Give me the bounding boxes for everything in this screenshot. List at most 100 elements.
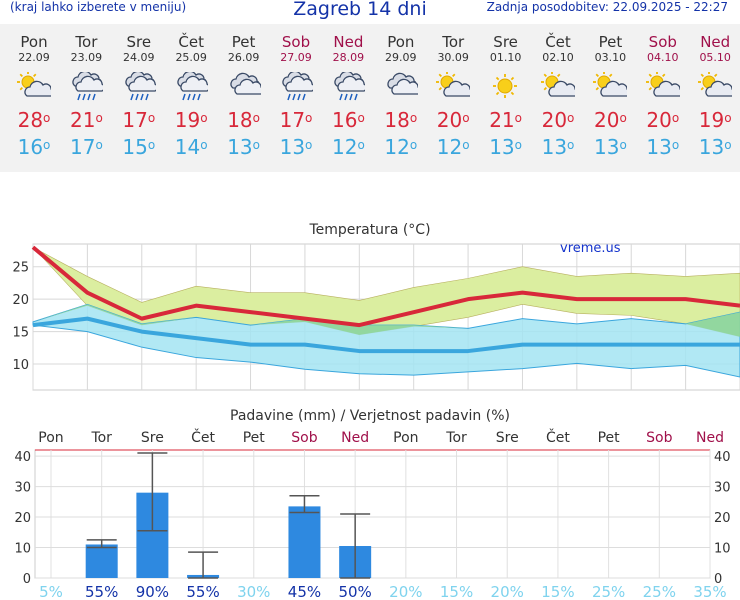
precip-probability: 30% — [237, 583, 270, 600]
day-column: Sre 01.10 21o 13o — [480, 24, 532, 160]
y-tick-label: 25 — [12, 261, 29, 276]
max-temp: 17o — [122, 108, 156, 132]
x-tick-label: Sob — [291, 430, 317, 446]
day-name: Sre — [126, 33, 152, 51]
precip-probability: 45% — [288, 583, 321, 600]
precip-probability: 55% — [186, 583, 219, 600]
precip-probability: 55% — [85, 583, 118, 600]
x-tick-label: Tor — [90, 430, 112, 446]
y-tick-label: 10 — [12, 358, 29, 373]
min-temp-value: 13 — [593, 135, 620, 159]
max-temp-value: 20 — [541, 108, 568, 132]
min-temp-value: 12 — [384, 135, 410, 159]
day-name: Pet — [598, 33, 623, 51]
day-name: Sob — [281, 33, 311, 51]
chart-title: Temperatura (°C) — [308, 222, 430, 238]
min-temp: 13o — [279, 135, 313, 159]
day-date: 28.09 — [332, 51, 365, 64]
precipitation-chart: 0 0 10 10 20 20 30 30 40 40 Padavine (mm) / Verjet… — [14, 408, 731, 600]
forecast-strip: Pon 22.09 28o 16o Tor 23.09 21o 17o Sre 24.09 17o 1… — [0, 24, 740, 172]
y-tick-label-right: 30 — [714, 481, 731, 496]
x-tick-label: Pet — [598, 430, 621, 446]
sun-cloud-icon — [532, 64, 584, 106]
min-temp-value: 13 — [646, 135, 672, 159]
y-tick-label-left: 20 — [14, 511, 31, 526]
day-date: 24.09 — [123, 51, 155, 64]
min-temp-value: 17 — [69, 135, 96, 159]
precip-probability: 15% — [440, 583, 473, 600]
x-tick-label: Ned — [341, 430, 369, 446]
day-name: Pet — [231, 33, 256, 51]
cloudy-icon — [218, 64, 270, 106]
day-name: Tor — [442, 33, 465, 51]
max-temp-value: 16 — [331, 108, 358, 132]
band-overlap — [33, 304, 740, 337]
header: (kraj lahko izberete v meniju) Zagreb 14… — [0, 0, 740, 24]
min-temp-value: 12 — [436, 135, 463, 159]
day-name: Čet — [545, 33, 571, 51]
day-date: 22.09 — [18, 51, 50, 64]
min-temp-line — [32, 316, 740, 354]
watermark: vreme.us — [560, 241, 621, 256]
day-date: 30.09 — [437, 51, 469, 64]
precip-probability: 15% — [541, 583, 574, 600]
y-tick-label-left: 40 — [14, 450, 31, 465]
y-tick-label-right: 20 — [714, 511, 731, 526]
day-date: 02.10 — [542, 51, 574, 64]
max-temp-value: 17 — [279, 108, 306, 132]
last-update: Zadnja posodobitev: 22.09.2025 - 22:27 — [486, 0, 728, 14]
sun-cloud-icon — [637, 64, 689, 106]
sun-cloud-icon — [8, 64, 60, 106]
max-temp: 20o — [646, 108, 680, 132]
min-temp-value: 14 — [174, 135, 201, 159]
cloud-rain-icon — [270, 64, 322, 106]
max-temp: 16o — [331, 108, 365, 132]
min-temp: 12o — [384, 135, 418, 159]
page-title: Zagreb 14 dni — [293, 0, 427, 20]
max-temp-value: 28 — [17, 108, 44, 132]
chart-title: Padavine (mm) / Verjetnost padavin (%) — [230, 408, 510, 424]
precip-probability: 20% — [491, 583, 524, 600]
y-tick-label-right: 10 — [714, 542, 731, 557]
min-temp: 13o — [489, 135, 522, 159]
day-column: Sre 24.09 17o 15o — [113, 24, 165, 160]
day-column: Čet 25.09 19o 14o — [165, 24, 217, 160]
min-temp-value: 13 — [541, 135, 568, 159]
max-temp-value: 18 — [384, 108, 410, 132]
day-column: Tor 30.09 20o 12o — [427, 24, 479, 160]
day-name: Ned — [700, 33, 731, 51]
min-temp-value: 16 — [17, 135, 44, 159]
day-name: Tor — [75, 33, 98, 51]
min-temp-value: 12 — [331, 135, 358, 159]
day-column: Pet 26.09 18o 13o — [218, 24, 270, 160]
location-menu-hint[interactable]: (kraj lahko izberete v meniju) — [10, 0, 187, 14]
x-tick-label: Čet — [191, 428, 215, 446]
sun-cloud-icon — [584, 64, 636, 106]
sun-cloud-icon — [427, 64, 479, 106]
y-tick-label-right: 0 — [714, 572, 722, 587]
max-temp-value: 20 — [646, 108, 672, 132]
sun-icon — [480, 64, 532, 106]
day-column: Pon 22.09 28o 16o — [8, 24, 60, 160]
day-column: Ned 28.09 16o 12o — [322, 24, 374, 160]
x-tick-label: Tor — [445, 430, 467, 446]
sun-cloud-icon — [689, 64, 740, 106]
cloud-rain-icon — [60, 64, 112, 106]
min-temp-value: 13 — [489, 135, 515, 159]
min-temp: 14o — [174, 135, 208, 159]
day-column: Pet 03.10 20o 13o — [584, 24, 636, 160]
precip-bar — [85, 544, 118, 578]
max-temp: 21o — [69, 108, 103, 132]
cloud-rain-icon — [165, 64, 217, 106]
day-date: 29.09 — [385, 51, 417, 64]
max-temp: 21o — [489, 108, 522, 132]
day-column: Ned 05.10 19o 13o — [689, 24, 740, 160]
max-temp: 20o — [593, 108, 627, 132]
max-temp: 17o — [279, 108, 313, 132]
min-temp-value: 15 — [122, 135, 148, 159]
min-temp: 13o — [541, 135, 575, 159]
day-date: 27.09 — [280, 51, 312, 64]
day-name: Pon — [387, 33, 415, 51]
max-temp-value: 19 — [174, 108, 201, 132]
min-temp: 12o — [436, 135, 470, 159]
